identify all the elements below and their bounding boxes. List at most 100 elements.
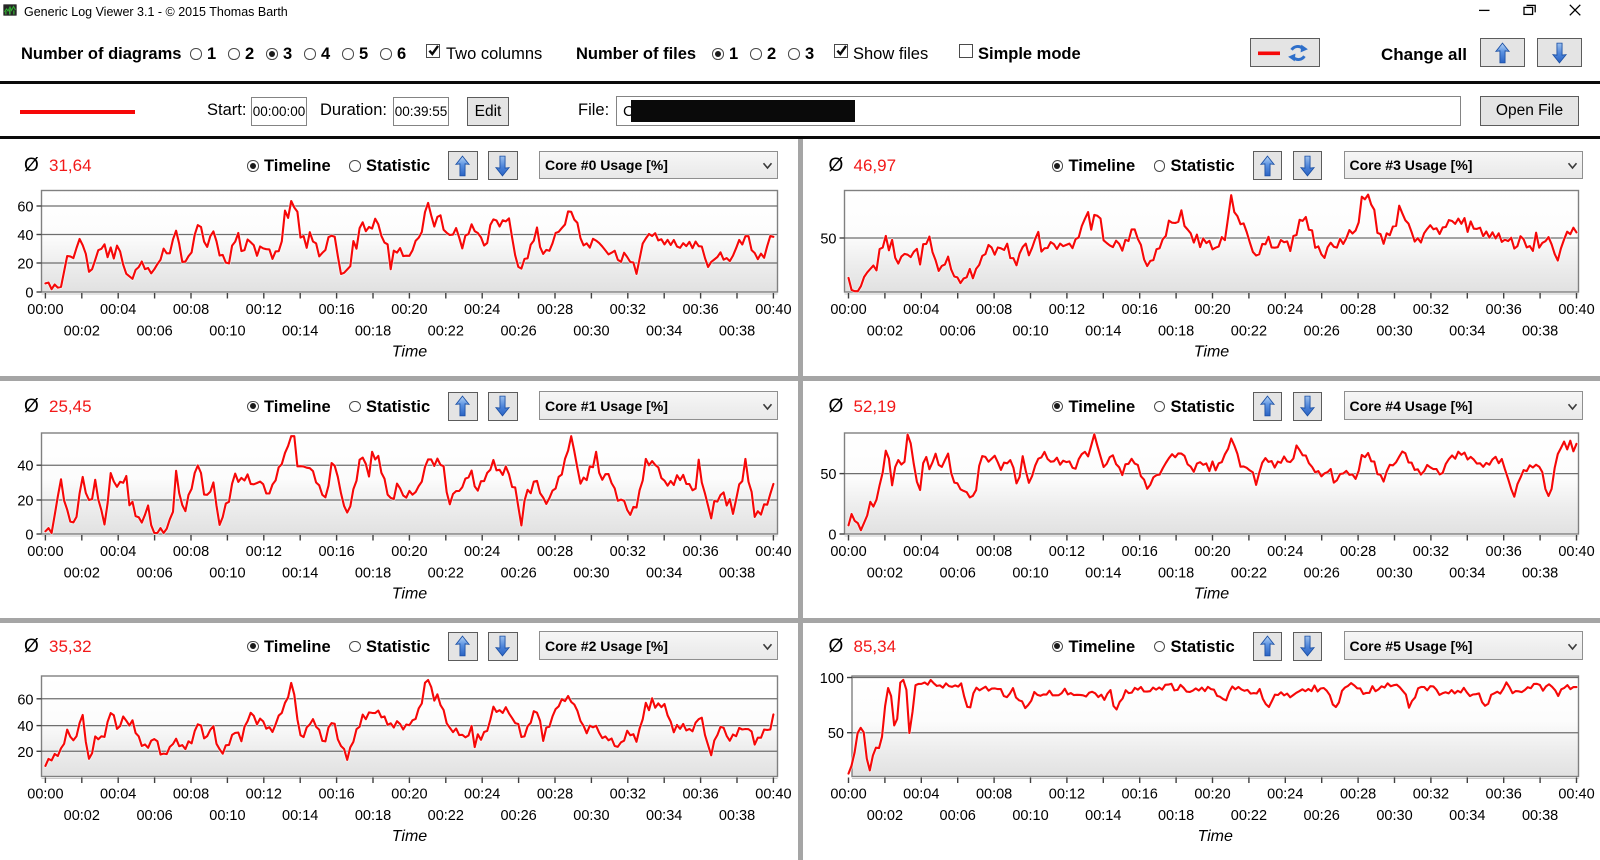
svg-text:00:22: 00:22 (1231, 566, 1267, 582)
svg-text:00:28: 00:28 (1340, 302, 1376, 318)
svg-text:00:36: 00:36 (682, 787, 718, 803)
svg-text:40: 40 (17, 228, 33, 244)
svg-text:00:24: 00:24 (1267, 787, 1303, 803)
svg-text:00:24: 00:24 (1267, 302, 1303, 318)
svg-text:00:32: 00:32 (610, 302, 646, 318)
svg-text:00:14: 00:14 (282, 324, 318, 340)
svg-text:00:26: 00:26 (500, 808, 536, 824)
svg-text:00:20: 00:20 (1194, 544, 1230, 560)
svg-text:00:18: 00:18 (355, 808, 391, 824)
svg-text:40: 40 (17, 719, 33, 735)
svg-text:00:40: 00:40 (755, 544, 791, 560)
svg-text:00:22: 00:22 (1231, 808, 1267, 824)
svg-text:20: 20 (17, 257, 33, 273)
svg-text:00:34: 00:34 (1449, 324, 1485, 340)
svg-text:Time: Time (1194, 344, 1230, 361)
svg-text:00:38: 00:38 (719, 324, 755, 340)
svg-text:00:24: 00:24 (1267, 544, 1303, 560)
svg-text:00:26: 00:26 (500, 324, 536, 340)
svg-text:00:10: 00:10 (1012, 324, 1048, 340)
svg-text:00:14: 00:14 (1085, 808, 1121, 824)
svg-text:00:30: 00:30 (573, 808, 609, 824)
svg-text:00:38: 00:38 (719, 566, 755, 582)
svg-text:00:12: 00:12 (1049, 544, 1085, 560)
svg-text:00:16: 00:16 (1122, 302, 1158, 318)
svg-text:00:20: 00:20 (391, 302, 427, 318)
svg-text:00:32: 00:32 (610, 787, 646, 803)
svg-text:00:02: 00:02 (867, 324, 903, 340)
svg-text:50: 50 (820, 232, 836, 248)
svg-text:00:30: 00:30 (1376, 324, 1412, 340)
svg-text:00:22: 00:22 (428, 324, 464, 340)
svg-text:00:16: 00:16 (1122, 544, 1158, 560)
svg-text:00:08: 00:08 (976, 544, 1012, 560)
svg-text:00:30: 00:30 (1376, 566, 1412, 582)
svg-text:00:16: 00:16 (318, 787, 354, 803)
svg-text:00:00: 00:00 (27, 787, 63, 803)
svg-text:50: 50 (828, 726, 844, 742)
svg-text:00:28: 00:28 (537, 302, 573, 318)
svg-text:00:00: 00:00 (830, 787, 866, 803)
svg-text:00:40: 00:40 (1558, 302, 1594, 318)
svg-text:00:20: 00:20 (1194, 302, 1230, 318)
svg-text:00:10: 00:10 (209, 324, 245, 340)
svg-text:00:08: 00:08 (976, 787, 1012, 803)
svg-text:60: 60 (17, 200, 33, 216)
svg-text:00:30: 00:30 (573, 324, 609, 340)
svg-text:00:02: 00:02 (64, 566, 100, 582)
svg-text:00:06: 00:06 (940, 566, 976, 582)
svg-text:00:32: 00:32 (1413, 302, 1449, 318)
svg-text:00:38: 00:38 (719, 808, 755, 824)
svg-text:00:00: 00:00 (830, 302, 866, 318)
svg-text:0: 0 (25, 286, 33, 302)
svg-text:00:28: 00:28 (537, 544, 573, 560)
svg-text:20: 20 (17, 494, 33, 510)
svg-text:00:26: 00:26 (1304, 566, 1340, 582)
svg-text:20: 20 (17, 745, 33, 761)
svg-text:00:20: 00:20 (391, 787, 427, 803)
svg-text:00:34: 00:34 (646, 808, 682, 824)
svg-text:00:36: 00:36 (1486, 787, 1522, 803)
svg-text:00:04: 00:04 (100, 302, 136, 318)
svg-text:00:30: 00:30 (573, 566, 609, 582)
svg-text:00:38: 00:38 (1522, 566, 1558, 582)
svg-text:00:10: 00:10 (209, 566, 245, 582)
svg-text:00:06: 00:06 (940, 808, 976, 824)
svg-text:00:14: 00:14 (1085, 324, 1121, 340)
svg-text:00:18: 00:18 (355, 566, 391, 582)
svg-text:00:20: 00:20 (1194, 787, 1230, 803)
svg-text:00:04: 00:04 (100, 544, 136, 560)
svg-text:100: 100 (820, 671, 844, 687)
svg-text:00:12: 00:12 (246, 302, 282, 318)
svg-text:00:04: 00:04 (903, 544, 939, 560)
svg-text:00:12: 00:12 (246, 544, 282, 560)
svg-text:00:36: 00:36 (682, 302, 718, 318)
svg-text:00:24: 00:24 (464, 544, 500, 560)
svg-text:Time: Time (392, 586, 428, 603)
svg-text:00:02: 00:02 (64, 808, 100, 824)
svg-text:00:28: 00:28 (1340, 544, 1376, 560)
svg-text:00:14: 00:14 (1085, 566, 1121, 582)
svg-text:00:08: 00:08 (976, 302, 1012, 318)
svg-text:Time: Time (392, 828, 428, 845)
svg-text:00:02: 00:02 (64, 324, 100, 340)
svg-text:00:02: 00:02 (867, 566, 903, 582)
svg-text:00:38: 00:38 (1522, 808, 1558, 824)
svg-text:00:36: 00:36 (682, 544, 718, 560)
svg-text:00:18: 00:18 (1158, 324, 1194, 340)
svg-text:00:16: 00:16 (318, 544, 354, 560)
svg-text:00:08: 00:08 (173, 302, 209, 318)
svg-text:00:14: 00:14 (282, 566, 318, 582)
svg-text:00:18: 00:18 (1158, 808, 1194, 824)
svg-text:60: 60 (17, 692, 33, 708)
svg-text:00:28: 00:28 (1340, 787, 1376, 803)
svg-text:00:18: 00:18 (1158, 566, 1194, 582)
svg-text:00:32: 00:32 (610, 544, 646, 560)
svg-text:00:16: 00:16 (318, 302, 354, 318)
svg-text:00:16: 00:16 (1122, 787, 1158, 803)
svg-text:00:04: 00:04 (100, 787, 136, 803)
svg-text:00:30: 00:30 (1376, 808, 1412, 824)
svg-text:00:04: 00:04 (903, 787, 939, 803)
svg-text:00:26: 00:26 (500, 566, 536, 582)
svg-text:00:32: 00:32 (1413, 544, 1449, 560)
